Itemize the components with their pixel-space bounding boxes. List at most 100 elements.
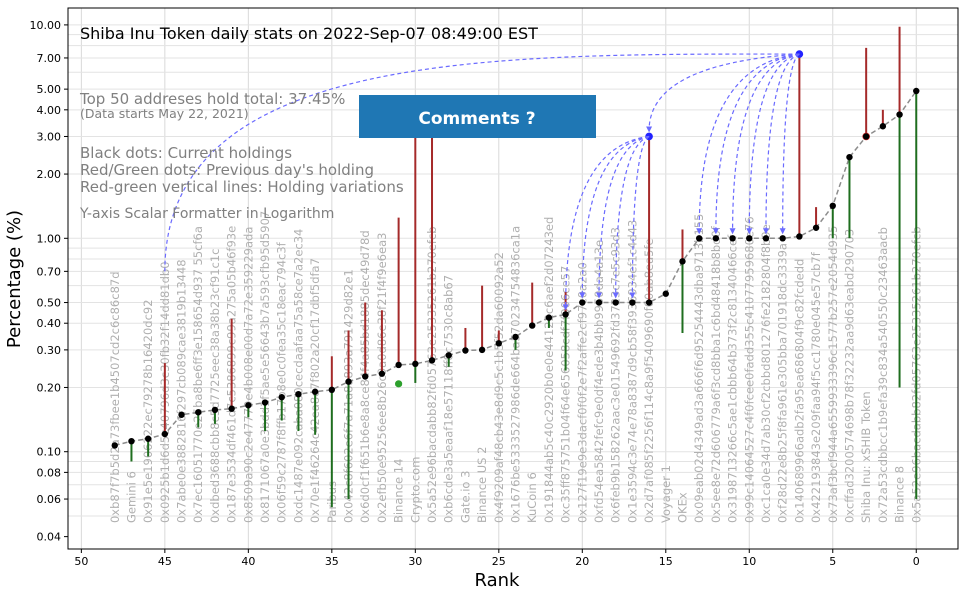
address-label: Binance US 2 — [475, 447, 489, 523]
current-holding-dot — [211, 406, 219, 414]
address-label: 0x4f9209af48cb43e8d9c5c1b5f52da60092a52 — [492, 252, 506, 523]
x-tick-label: 40 — [241, 555, 255, 568]
x-tick-label: 20 — [575, 555, 589, 568]
data-start-note: (Data starts May 22, 2021) — [80, 106, 249, 121]
y-formatter-note: Y-axis Scalar Formatter in Logarithm — [79, 206, 334, 222]
x-tick-label: 45 — [158, 555, 172, 568]
y-tick-label: 3.00 — [37, 130, 62, 143]
address-label: 0xcffad3200574698b78f32232aa9d63eabd2907… — [842, 229, 856, 523]
current-holding-dot — [328, 386, 336, 394]
y-tick-label: 0.10 — [37, 446, 62, 459]
address-label: 0xfd54ea5842fefc9e0df4ede3b4bb9950da4a13… — [592, 240, 606, 523]
y-tick-label: 10.00 — [30, 19, 62, 32]
current-holding-dot — [662, 290, 669, 297]
address-label: 0x73af3bcf944a6559933396c1577b257e2054d9… — [826, 226, 840, 523]
y-tick-label: 0.50 — [37, 297, 62, 310]
y-tick-label: 5.00 — [37, 83, 62, 96]
current-holding-dot — [612, 299, 619, 306]
current-holding-dot — [378, 370, 386, 377]
current-holding-dot — [779, 235, 786, 242]
y-tick-label: 0.30 — [37, 344, 62, 357]
comments-box[interactable] — [359, 95, 596, 138]
current-holding-dot — [278, 394, 285, 401]
address-label: 0x2efb50e95256ee8b26c9a0d86e38f21f4f9e6e… — [375, 233, 389, 523]
address-label: 0xb87f7b5d2a73fbee1b4507cd2c6c86c87d — [108, 271, 122, 523]
comment-arrow — [715, 53, 800, 233]
comment-arrows — [164, 50, 804, 311]
legend-black-dots: Black dots: Current holdings — [80, 144, 292, 162]
current-holding-dot — [178, 411, 185, 418]
current-holding-dot — [846, 153, 853, 161]
address-label: 0x5ee8e72d606779a6f3cd8bba1c6bd48418b8bd… — [709, 225, 723, 523]
current-holding-dot — [529, 322, 536, 329]
comment-arrowhead — [595, 292, 602, 299]
address-label: Gate.io 3 — [458, 471, 472, 523]
current-holding-dot — [161, 430, 169, 438]
current-holding-dot — [311, 388, 319, 395]
comment-arrowhead — [696, 228, 703, 235]
y-tick-label: 0.06 — [37, 493, 62, 506]
comment-arrow — [581, 135, 650, 297]
address-label: Binance 8 — [893, 466, 907, 523]
current-holding-dot — [729, 235, 736, 242]
y-tick-label: 1.00 — [37, 232, 62, 245]
comment-arrowhead — [729, 228, 736, 235]
comment-arrowhead — [712, 228, 719, 235]
address-labels: 0xb87f7b5d2a73fbee1b4507cd2c6c86c87d Gemi… — [108, 211, 924, 523]
current-holding-dot — [144, 435, 152, 442]
current-holding-dot — [128, 437, 135, 445]
comment-arrowhead — [579, 292, 586, 299]
address-label: 0x127f19e9e3dacf0f0f2e7f2affe2cf97c0a2a0 — [575, 262, 589, 523]
y-tick-label: 0.70 — [37, 265, 62, 278]
address-label: Crypto.com — [408, 457, 422, 523]
current-holding-dot — [478, 346, 486, 354]
current-holding-dot — [428, 357, 436, 364]
address-label: 0xf28d22e8b25f8fa961e305bba701918dc3339a — [776, 243, 790, 523]
address-label: 0x191844ab5c40c2920b0e0e44122c6aef2d0724… — [542, 217, 556, 523]
address-label: 0xc1ca0e34d7ab30cf2cbbd801276fe2182804f8… — [759, 224, 773, 523]
current-holding-dot — [462, 347, 469, 354]
current-holding-dot — [913, 87, 920, 95]
current-holding-dot — [579, 299, 586, 306]
x-tick-label: 35 — [325, 555, 339, 568]
address-label: Voyager 1 — [659, 465, 673, 523]
current-holding-dot — [679, 258, 686, 265]
address-label: Gemini 6 — [124, 471, 138, 523]
current-holding-dot — [295, 390, 302, 398]
comment-arrow — [698, 53, 800, 233]
comments-label: Comments ? — [418, 109, 535, 129]
comment-arrowhead — [562, 304, 569, 311]
current-holding-dot — [362, 373, 369, 380]
holding-dots — [111, 87, 920, 449]
current-holding-dot — [829, 202, 836, 210]
address-label: 0x7abe0e3882816f297cb089cae3819b13448 — [175, 259, 189, 523]
comments-button[interactable]: Comments ? — [359, 95, 596, 138]
address-label: 0x91e5e1906222ec79278b16420dc92 — [141, 299, 155, 523]
comment-arrowhead — [762, 228, 769, 235]
address-label: 0xdc1487e092caba080cecdaafaa75a58ce7a2ec… — [291, 229, 305, 523]
current-holding-dot — [495, 340, 503, 347]
x-tick-label: 15 — [659, 555, 673, 568]
comment-arrow — [164, 53, 800, 272]
address-label: 0x06f59c2787f8ffb17b8e0c0fea35c18eac794c… — [275, 241, 289, 523]
address-label: 0xdbed3688cbb8c5d7725eec38a38b23cf91c1c — [208, 249, 222, 524]
comment-arrow — [731, 53, 800, 233]
comment-arrowhead — [629, 292, 636, 299]
y-tick-label: 0.08 — [37, 466, 62, 479]
address-label: 0x7ec16051770e25ba8be6ff3e158654d937 55c… — [191, 226, 205, 523]
current-holding-dot — [261, 399, 269, 406]
y-tick-label: 0.40 — [37, 317, 62, 330]
y-tick-label: 4.00 — [37, 104, 62, 117]
current-holding-dot — [862, 133, 870, 140]
comment-arrowhead — [646, 126, 653, 133]
previous-holding-dot — [395, 380, 403, 388]
x-tick-label: 25 — [492, 555, 506, 568]
current-holding-dot — [395, 361, 402, 369]
address-label: 0x422193843e209faa94f5cc1780e045e57cb7f — [809, 251, 823, 523]
address-label: 0x09eab02d4349ad3a666f6d95254443dba9713b… — [692, 214, 706, 523]
address-label: 0x1e3594c3e74e78a8387d9cb58f3936934ef1c4… — [625, 220, 639, 523]
current-holding-dot — [412, 360, 419, 368]
comment-arrowhead — [612, 292, 619, 299]
comment-arrow — [748, 53, 800, 233]
